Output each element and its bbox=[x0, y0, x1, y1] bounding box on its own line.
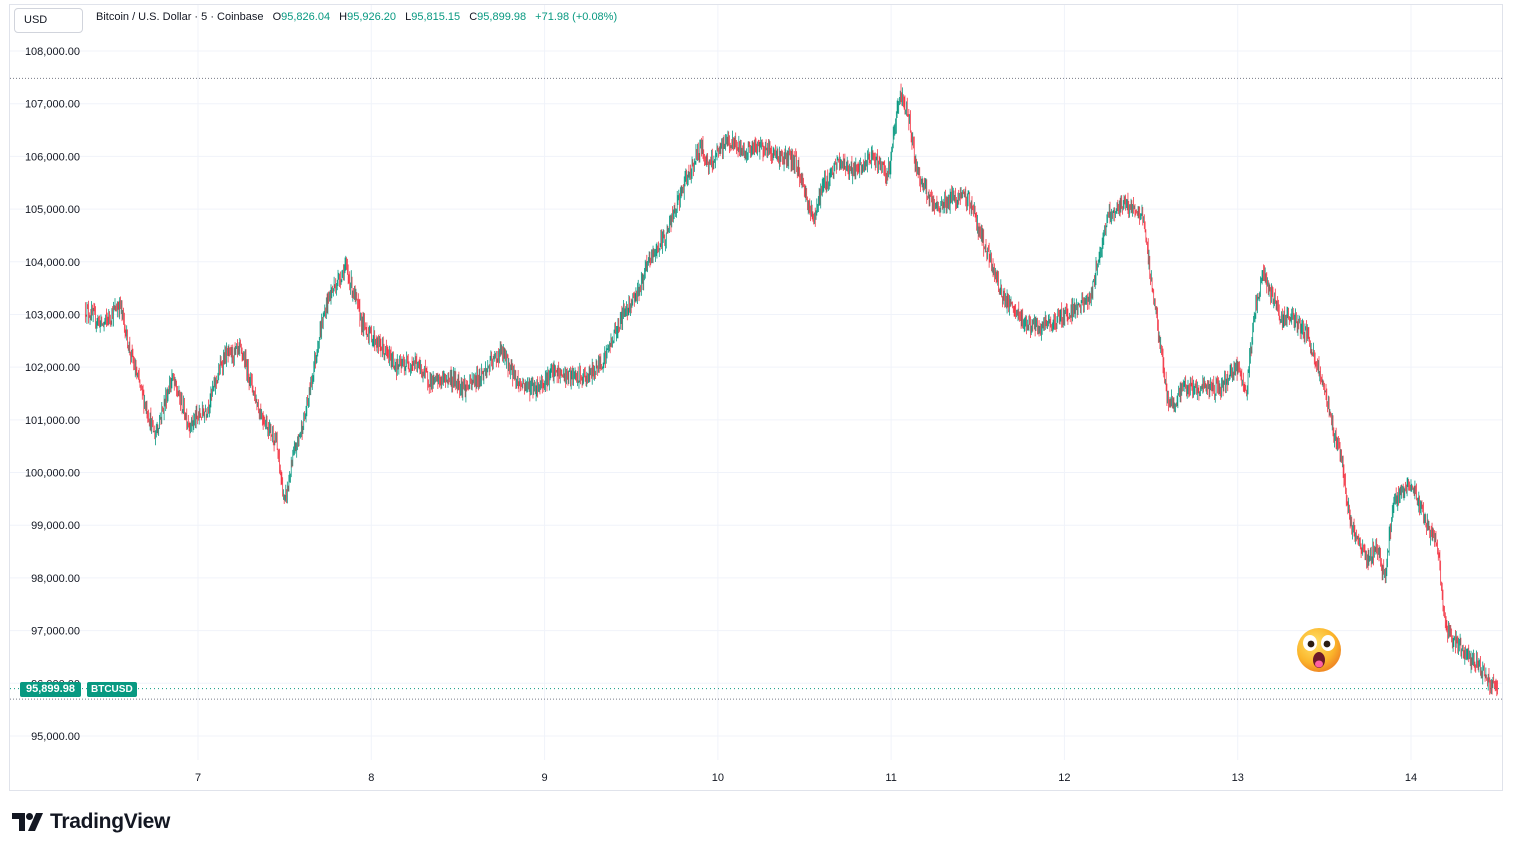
x-tick-label: 9 bbox=[542, 772, 548, 784]
close-label: C bbox=[469, 11, 478, 23]
x-tick-label: 7 bbox=[195, 772, 201, 784]
currency-button[interactable]: USD bbox=[14, 8, 83, 33]
open-value: 95,826.04 bbox=[281, 11, 331, 23]
brand-name: TradingView bbox=[50, 810, 171, 833]
shocked-face-icon[interactable] bbox=[1296, 627, 1342, 673]
x-tick-label: 11 bbox=[885, 772, 896, 784]
y-tick-label: 95,000.00 bbox=[31, 731, 80, 743]
y-tick-label: 105,000.00 bbox=[25, 204, 80, 216]
y-tick-label: 97,000.00 bbox=[31, 626, 80, 638]
change-value: +71.98 (+0.08%) bbox=[535, 11, 618, 23]
y-tick-label: 99,000.00 bbox=[31, 520, 80, 532]
y-tick-label: 108,000.00 bbox=[25, 46, 80, 58]
tradingview-logo-icon bbox=[12, 813, 43, 831]
y-tick-label: 104,000.00 bbox=[25, 257, 80, 269]
x-tick-label: 12 bbox=[1058, 772, 1070, 784]
last-price-tag: 95,899.98 bbox=[20, 682, 81, 697]
y-tick-label: 103,000.00 bbox=[25, 309, 80, 321]
symbol-tag: BTCUSD bbox=[87, 682, 137, 697]
x-tick-label: 13 bbox=[1232, 772, 1244, 784]
candles bbox=[84, 83, 1498, 697]
tradingview-logo[interactable]: TradingView bbox=[12, 810, 170, 834]
y-tick-label: 102,000.00 bbox=[25, 362, 80, 374]
high-label: H bbox=[339, 11, 348, 23]
open-label: O bbox=[272, 11, 282, 23]
y-tick-label: 106,000.00 bbox=[25, 151, 80, 163]
high-value: 95,926.20 bbox=[347, 11, 397, 23]
y-tick-label: 101,000.00 bbox=[25, 415, 80, 427]
y-tick-label: 107,000.00 bbox=[25, 99, 80, 111]
chart-frame: 108,000.00 107,000.00 106,000.00 105,000.00… bbox=[9, 4, 1503, 791]
price-chart[interactable]: 108,000.00 107,000.00 106,000.00 105,000.00… bbox=[10, 5, 1504, 792]
x-tick-label: 14 bbox=[1405, 772, 1417, 784]
y-tick-label: 100,000.00 bbox=[25, 468, 80, 480]
x-tick-label: 10 bbox=[712, 772, 724, 784]
x-tick-label: 8 bbox=[368, 772, 374, 784]
close-value: 95,899.98 bbox=[477, 11, 527, 23]
y-tick-label: 98,000.00 bbox=[31, 573, 80, 585]
low-label: L bbox=[405, 11, 412, 23]
low-value: 95,815.15 bbox=[411, 11, 461, 23]
symbol-description: Bitcoin / U.S. Dollar · 5 · Coinbase bbox=[96, 11, 264, 23]
ohlc-legend: Bitcoin / U.S. Dollar · 5 · Coinbase O95… bbox=[96, 11, 617, 23]
